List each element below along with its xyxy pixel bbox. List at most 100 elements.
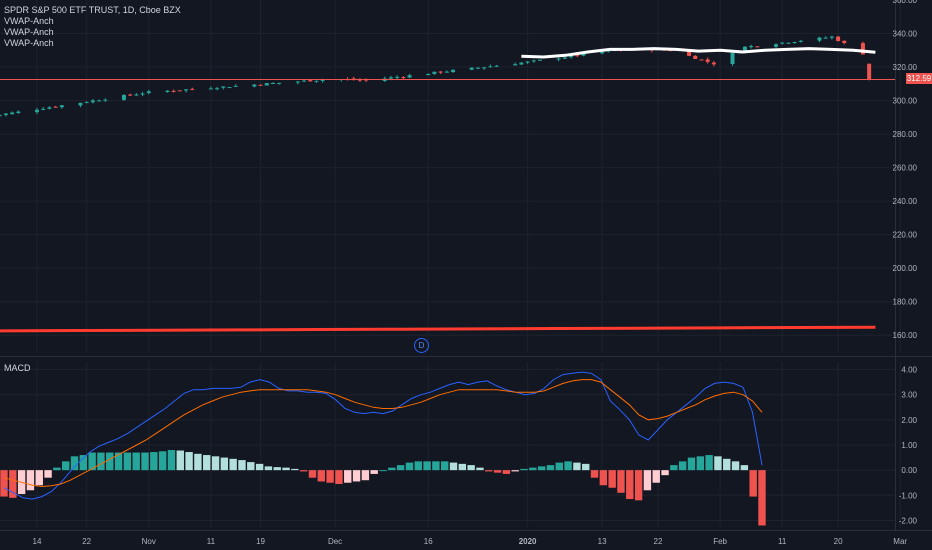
candle-body — [426, 73, 431, 76]
candle-body — [233, 85, 238, 87]
candle-body — [488, 66, 493, 68]
dividend-marker-icon[interactable]: D — [414, 338, 429, 353]
price-axis-tick-label: 200.00 — [893, 264, 918, 273]
candle-body — [581, 53, 586, 56]
time-axis-tick-label: 20 — [834, 537, 843, 546]
macd-histogram-bar — [564, 461, 572, 471]
macd-histogram-bar — [590, 470, 599, 478]
macd-histogram-bar — [26, 470, 35, 491]
candle-body — [401, 77, 406, 79]
macd-histogram-bar — [194, 453, 202, 471]
candle-body — [59, 105, 64, 108]
candle-body — [221, 86, 226, 88]
candle-body — [388, 77, 393, 79]
candle-body — [84, 102, 89, 104]
candle-body — [494, 65, 499, 67]
candle-body — [277, 82, 282, 84]
macd-histogram-bar — [626, 470, 634, 500]
candle-body — [121, 95, 126, 100]
macd-histogram-bar — [317, 470, 326, 482]
macd-histogram-bar — [167, 450, 176, 471]
candle-body — [252, 84, 257, 87]
candle-body — [78, 102, 83, 106]
macd-histogram-bar — [88, 452, 96, 471]
macd-histogram-bar — [344, 470, 352, 483]
macd-histogram-bar — [44, 470, 52, 478]
candle-body — [569, 55, 574, 58]
macd-histogram-bar — [326, 470, 334, 483]
candle-body — [786, 42, 791, 44]
macd-histogram-bar — [599, 470, 608, 486]
candle-body — [258, 84, 263, 86]
candle-body — [47, 107, 52, 109]
indicator-label[interactable]: VWAP-Anch — [4, 38, 54, 48]
candle-body — [444, 71, 449, 73]
macd-axis-tick-label: 0.00 — [901, 466, 917, 475]
candle-body — [556, 58, 561, 60]
macd-histogram-bar — [9, 470, 17, 498]
candle-body — [302, 80, 307, 82]
candle-body — [41, 108, 46, 110]
candle-body — [0, 114, 2, 116]
time-axis-tick-label: 14 — [33, 537, 42, 546]
candle-body — [146, 91, 151, 94]
macd-histogram-bar — [106, 452, 114, 471]
chart-title: SPDR S&P 500 ETF TRUST, 1D, Cboe BZX — [4, 5, 181, 15]
candle-body — [432, 71, 437, 74]
macd-histogram-bar — [537, 466, 546, 471]
macd-histogram-bar — [114, 452, 123, 471]
candle-body — [320, 79, 325, 81]
candle-body — [295, 81, 300, 83]
macd-histogram-bar — [740, 465, 749, 471]
candle-body — [531, 60, 536, 62]
macd-histogram-bar — [414, 461, 422, 471]
macd-histogram-bar — [749, 470, 757, 497]
macd-histogram-bar — [573, 462, 581, 471]
candle-body — [525, 61, 530, 63]
candle-body — [3, 113, 8, 115]
candle-body — [836, 36, 841, 42]
macd-histogram-bar — [529, 467, 537, 471]
macd-histogram-bar — [361, 470, 370, 481]
macd-axis-tick-label: -1.00 — [899, 491, 918, 500]
macd-histogram-bar — [485, 470, 493, 472]
time-axis-tick-label: 2020 — [519, 537, 537, 546]
indicator-label[interactable]: VWAP-Anch — [4, 16, 54, 26]
macd-histogram-bar — [97, 452, 105, 471]
candle-body — [308, 80, 313, 82]
price-axis-tick-label: 280.00 — [893, 130, 918, 139]
candle-body — [482, 67, 487, 69]
macd-histogram-bar — [247, 462, 255, 471]
candle-body — [699, 59, 704, 61]
macd-histogram-bar — [299, 470, 308, 472]
indicator-label[interactable]: VWAP-Anch — [4, 27, 54, 37]
macd-histogram-bar — [546, 465, 555, 471]
candle-body — [134, 94, 139, 96]
price-axis-tick-label: 220.00 — [893, 231, 918, 240]
candle-body — [842, 40, 847, 44]
macd-histogram-bar — [185, 452, 193, 471]
macd-histogram-bar — [678, 461, 687, 471]
macd-histogram-bar — [308, 470, 317, 478]
macd-axis-tick-label: 1.00 — [901, 441, 917, 450]
macd-histogram-bar — [458, 463, 467, 471]
macd-histogram-bar — [634, 470, 643, 501]
vwap-anchored-line — [0, 325, 876, 333]
macd-histogram-bar — [449, 462, 458, 471]
price-axis-tick-label: 240.00 — [893, 197, 918, 206]
candle-body — [860, 43, 865, 55]
macd-histogram-bar — [714, 456, 722, 471]
macd-histogram-bar — [731, 461, 740, 471]
macd-histogram-bar — [255, 463, 264, 471]
macd-axis-tick-label: 4.00 — [901, 366, 917, 375]
candle-body — [357, 79, 362, 81]
candle-body — [693, 55, 698, 59]
time-axis-tick-label: 13 — [598, 537, 607, 546]
macd-histogram-bar — [229, 458, 237, 471]
candle-body — [438, 71, 443, 73]
candle-body — [140, 93, 145, 95]
macd-histogram-bar — [511, 470, 519, 472]
macd-histogram-bar — [467, 465, 475, 471]
macd-histogram-bar — [176, 450, 184, 471]
